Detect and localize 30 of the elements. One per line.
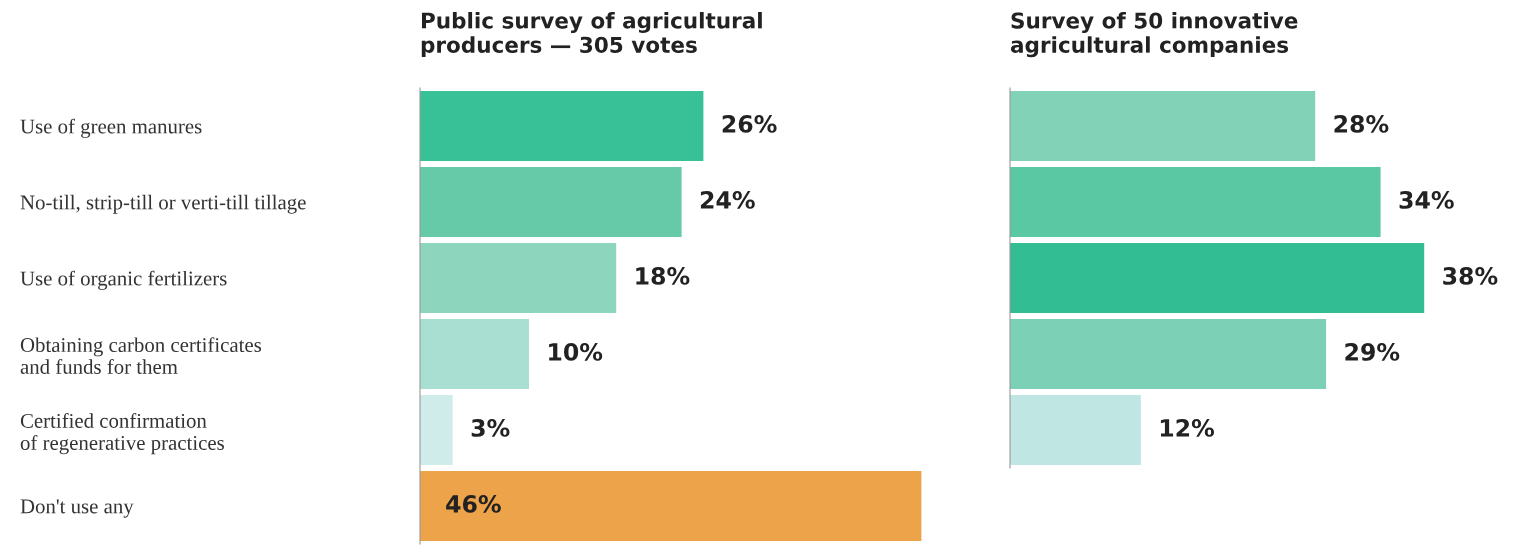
chart-title: Survey of 50 innovative agricultural companies xyxy=(1010,12,1298,58)
bar xyxy=(1010,395,1141,465)
data-label: 29% xyxy=(1345,342,1400,361)
data-label: 18% xyxy=(636,266,690,285)
data-label: 28% xyxy=(1334,114,1389,133)
data-label: 3% xyxy=(471,418,510,437)
y-tick-label: Certified confirmation of regenerative practices xyxy=(20,413,224,455)
bar xyxy=(420,243,617,313)
data-label: 34% xyxy=(1399,190,1454,209)
y-tick-label: No-till, strip-till or verti-till tillage xyxy=(20,194,306,214)
bar xyxy=(420,471,922,541)
data-label: 10% xyxy=(549,342,603,361)
y-tick-label: Don't use any xyxy=(20,499,134,518)
data-label: 24% xyxy=(700,190,755,209)
data-label: 38% xyxy=(1443,266,1498,285)
y-tick-label: Use of green manures xyxy=(20,118,202,138)
bar xyxy=(420,395,453,465)
bar xyxy=(420,319,529,389)
bar xyxy=(420,91,704,161)
bar xyxy=(1010,167,1381,237)
bar xyxy=(1010,91,1316,161)
bar xyxy=(420,167,682,237)
data-label: 26% xyxy=(722,114,777,133)
y-tick-label: Obtaining carbon certificates and funds for them xyxy=(20,337,262,374)
data-label: 46% xyxy=(446,494,501,513)
data-label: 12% xyxy=(1160,418,1214,437)
bar xyxy=(1010,319,1327,389)
chart-title: Public survey of agricultural producers — 305 votes xyxy=(421,12,762,58)
y-tick-label: Use of organic fertilizers xyxy=(20,270,227,290)
bar xyxy=(1010,243,1425,313)
